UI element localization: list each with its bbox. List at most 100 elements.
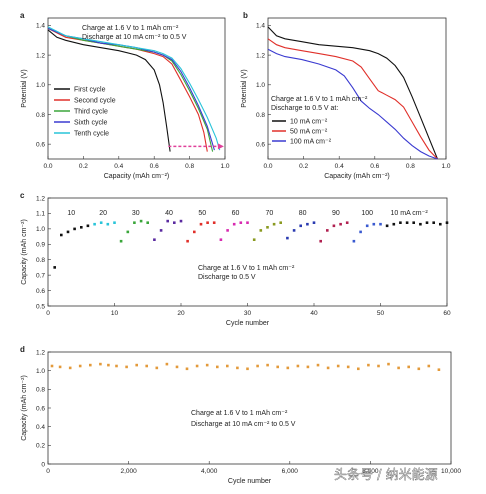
data-point: [439, 222, 442, 226]
annotation: Charge at 1.6 V to 1 mAh cm⁻²: [82, 25, 179, 32]
panel-b: b 0.0 0.2 0.4 0.6 0.8 1.0 0.6 0.8 1.0 1.2 1.4 Capaci…: [241, 11, 451, 180]
y-tick-label: 1.0: [36, 368, 45, 375]
legend-label: Second cycle: [74, 98, 116, 105]
x-tick-label: 1.0: [220, 163, 229, 170]
y-tick-label: 0.4: [36, 424, 45, 431]
data-point: [175, 365, 179, 369]
y-tick-label: 0.5: [36, 303, 45, 310]
data-point: [212, 221, 216, 224]
y-axis-label: Potential (V): [241, 69, 248, 108]
plot-frame: [47, 351, 452, 465]
y-tick-label: 0.8: [256, 112, 265, 119]
x-tick-label: 8,000: [362, 468, 379, 475]
data-point: [89, 363, 92, 367]
series-line-2: [267, 48, 438, 160]
legend-label: First cycle: [74, 87, 106, 94]
panel-d: d 0 2,000 4,000 6,000 8,000 10,000 0 0.2 0.4 0.6 0.…: [20, 345, 461, 485]
data-point: [332, 224, 336, 228]
rate-label: 100: [361, 210, 373, 217]
y-tick-label: 0.8: [36, 112, 45, 119]
data-point: [346, 365, 350, 369]
data-point: [252, 238, 256, 241]
annotation: Discharge to 0.5 V: [198, 274, 256, 281]
data-point: [195, 364, 199, 368]
data-point: [437, 368, 441, 371]
data-point: [126, 230, 130, 234]
y-tick-label: 0.6: [36, 141, 45, 148]
watermark-text: 头条号 / 纳米能源: [334, 467, 438, 483]
data-point: [99, 221, 103, 224]
rate-label: 10: [67, 210, 75, 217]
data-point: [166, 219, 169, 223]
x-tick-label: 0.6: [150, 163, 159, 170]
data-point: [417, 367, 421, 371]
data-point: [336, 364, 340, 368]
rate-label: 80: [299, 210, 307, 217]
data-point: [407, 365, 410, 369]
y-tick-label: 0.6: [36, 405, 45, 412]
data-point: [367, 363, 370, 367]
data-point: [173, 221, 176, 224]
series-line-0: [267, 26, 439, 160]
plot-frame: [47, 197, 448, 307]
y-tick-label: 1.0: [36, 82, 45, 89]
y-tick-label: 0: [41, 461, 45, 468]
series-line-4: [47, 26, 221, 151]
y-tick-label: 0.6: [36, 288, 45, 295]
y-tick-label: 0.8: [36, 257, 45, 264]
data-point: [219, 238, 223, 241]
series-line-1: [47, 27, 208, 152]
data-point: [306, 365, 310, 369]
data-point: [125, 365, 128, 369]
y-tick-label: 1.2: [36, 52, 45, 59]
arrow-head: [217, 143, 224, 150]
annotation: Charge at 1.6 V to 1 mAh cm⁻²: [271, 96, 368, 103]
y-tick-label: 1.4: [36, 23, 45, 30]
data-point: [316, 363, 320, 367]
data-point: [185, 367, 189, 371]
data-point: [385, 224, 389, 228]
x-axis-label: Cycle number: [226, 320, 270, 327]
data-point: [432, 221, 435, 224]
data-point: [226, 364, 229, 368]
rate-label: 10 mA cm⁻²: [391, 210, 429, 217]
data-point: [60, 233, 63, 237]
x-tick-label: 0.4: [335, 163, 344, 170]
y-tick-label: 1.2: [36, 195, 45, 202]
x-tick-label: 10: [111, 310, 119, 317]
y-tick-label: 1.0: [36, 226, 45, 233]
data-point: [319, 239, 322, 243]
data-point: [377, 364, 380, 368]
x-axis-label: Cycle number: [228, 478, 272, 485]
plot-frame: [267, 17, 447, 160]
panel-letter-b: b: [243, 11, 248, 20]
x-tick-label: 60: [443, 310, 451, 317]
x-tick-label: 6,000: [282, 468, 299, 475]
annotation: Charge at 1.6 V to 1 mAh cm⁻²: [198, 265, 295, 272]
legend-label: 50 mA cm⁻²: [290, 129, 328, 136]
data-point: [186, 239, 189, 243]
x-tick-label: 1.0: [441, 163, 450, 170]
legend-label: Third cycle: [74, 109, 108, 116]
data-point: [392, 222, 396, 226]
data-point: [387, 362, 390, 366]
y-axis-label: Capacity (mAh cm⁻²): [21, 219, 28, 285]
legend-label: 10 mA cm⁻²: [290, 119, 328, 126]
data-point: [326, 366, 330, 370]
data-point: [206, 221, 209, 224]
data-point: [306, 222, 309, 226]
data-point: [73, 227, 76, 231]
rate-label: 30: [132, 210, 140, 217]
data-point: [86, 224, 90, 228]
series-line-1: [267, 38, 438, 160]
data-point: [272, 222, 276, 226]
x-tick-label: 50: [377, 310, 385, 317]
data-point: [66, 230, 70, 234]
x-tick-label: 30: [244, 310, 252, 317]
data-point: [259, 229, 263, 232]
data-point: [205, 363, 209, 367]
panel-letter-a: a: [20, 11, 25, 20]
data-point: [427, 364, 431, 368]
x-tick-label: 0: [46, 468, 50, 475]
